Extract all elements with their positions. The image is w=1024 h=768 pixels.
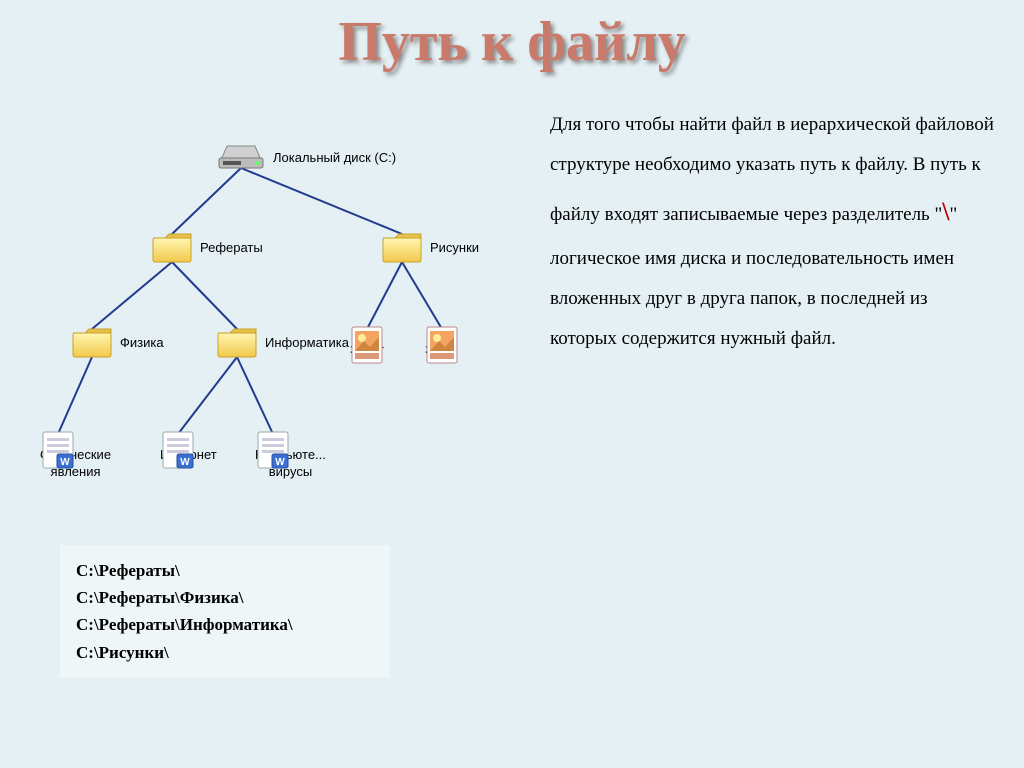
tree-node-vir: WКомпьюте...вирусы	[255, 430, 326, 479]
para-post: " логическое имя диска и последовательно…	[550, 204, 957, 349]
svg-text:W: W	[275, 457, 285, 468]
tree-node-sun: Закат	[350, 325, 384, 357]
path-line: C:\Рефераты\Информатика\	[76, 611, 374, 638]
path-line: C:\Рефераты\	[76, 557, 374, 584]
description-paragraph: Для того чтобы найти файл в иерархическо…	[550, 105, 995, 359]
title-text: Путь к файлу	[338, 11, 685, 73]
path-line: C:\Рисунки\	[76, 639, 374, 666]
tree-node-opt: WОптическиеявления	[40, 430, 111, 479]
tree-node-net: WИнтернет	[160, 430, 217, 462]
tree-node-win: Зима	[425, 325, 456, 357]
svg-text:W: W	[60, 457, 70, 468]
path-line: C:\Рефераты\Физика\	[76, 584, 374, 611]
file-tree-diagram: Локальный диск (C:)РефератыРисункиФизика…	[20, 130, 500, 500]
para-pre: Для того чтобы найти файл в иерархическо…	[550, 114, 994, 225]
paths-box: C:\Рефераты\ C:\Рефераты\Физика\ C:\Рефе…	[60, 545, 390, 678]
svg-text:W: W	[180, 457, 190, 468]
page-title: Путь к файлу	[0, 10, 1024, 74]
